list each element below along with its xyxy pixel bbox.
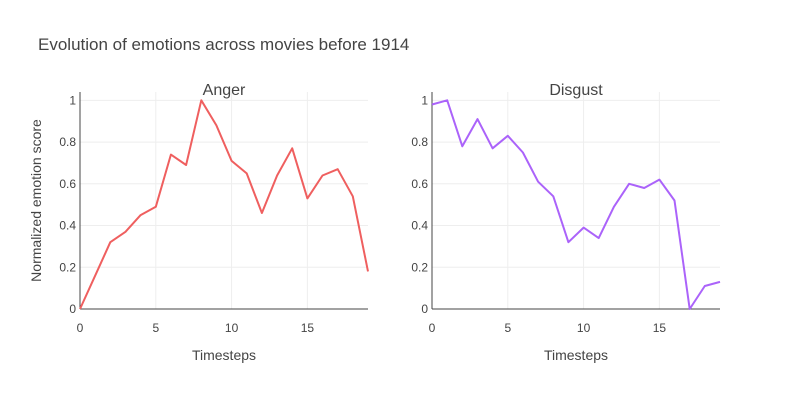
data-point bbox=[628, 183, 630, 185]
data-point bbox=[476, 118, 478, 120]
data-point bbox=[231, 160, 233, 162]
data-point bbox=[79, 308, 81, 310]
data-point bbox=[155, 206, 157, 208]
x-axis-title: Timesteps bbox=[192, 347, 256, 363]
data-point bbox=[367, 270, 369, 272]
data-point bbox=[170, 154, 172, 156]
data-point bbox=[674, 200, 676, 202]
data-point bbox=[261, 212, 263, 214]
data-point bbox=[689, 308, 691, 310]
data-point bbox=[492, 147, 494, 149]
x-tick-label: 15 bbox=[653, 321, 667, 335]
data-point bbox=[431, 104, 433, 106]
y-tick-label: 0.8 bbox=[59, 135, 76, 149]
series-line-anger bbox=[79, 99, 369, 310]
data-point bbox=[583, 227, 585, 229]
data-point bbox=[322, 174, 324, 176]
x-tick-label: 5 bbox=[504, 321, 511, 335]
y-tick-label: 1 bbox=[69, 93, 76, 107]
data-point bbox=[567, 241, 569, 243]
subplot-1: 00.20.40.60.810 5 10 15AngerTimestepsNormal… bbox=[28, 82, 369, 363]
series-line-disgust bbox=[431, 99, 721, 310]
data-point bbox=[291, 147, 293, 149]
data-point bbox=[352, 195, 354, 197]
y-tick-label: 0 bbox=[69, 302, 76, 316]
data-point bbox=[522, 152, 524, 154]
data-point bbox=[643, 187, 645, 189]
data-point bbox=[461, 145, 463, 147]
y-tick-label: 0.4 bbox=[59, 219, 76, 233]
data-point bbox=[276, 174, 278, 176]
data-point bbox=[246, 172, 248, 174]
data-point bbox=[337, 168, 339, 170]
x-tick-label: 0 bbox=[77, 321, 84, 335]
data-point bbox=[306, 197, 308, 199]
data-point bbox=[215, 124, 217, 126]
data-point bbox=[124, 231, 126, 233]
y-tick-label: 0.8 bbox=[411, 135, 428, 149]
data-point bbox=[185, 164, 187, 166]
subplot-title: Anger bbox=[203, 82, 246, 99]
data-point bbox=[552, 195, 554, 197]
data-point bbox=[598, 237, 600, 239]
y-tick-label: 0.4 bbox=[411, 219, 428, 233]
x-tick-label: 10 bbox=[225, 321, 239, 335]
x-tick-label: 10 bbox=[577, 321, 591, 335]
x-tick-label: 0 bbox=[429, 321, 436, 335]
x-axis-title: Timesteps bbox=[544, 347, 608, 363]
y-tick-label: 0.2 bbox=[59, 260, 76, 274]
y-axis-title: Normalized emotion score bbox=[28, 119, 44, 282]
data-point bbox=[94, 275, 96, 277]
data-point bbox=[658, 179, 660, 181]
subplot-title: Disgust bbox=[549, 82, 603, 99]
y-tick-label: 0.6 bbox=[411, 177, 428, 191]
y-tick-label: 0.2 bbox=[411, 260, 428, 274]
y-tick-label: 0.6 bbox=[59, 177, 76, 191]
subplot-panels: 00.20.40.60.810 5 10 15AngerTimestepsNormal… bbox=[28, 82, 721, 363]
data-point bbox=[537, 181, 539, 183]
data-point bbox=[140, 214, 142, 216]
y-tick-label: 0 bbox=[421, 302, 428, 316]
chart-title: Evolution of emotions across movies befo… bbox=[38, 35, 409, 54]
y-tick-label: 1 bbox=[421, 93, 428, 107]
data-point bbox=[613, 206, 615, 208]
data-point bbox=[704, 285, 706, 287]
x-tick-label: 15 bbox=[301, 321, 315, 335]
data-point bbox=[446, 99, 448, 101]
data-point bbox=[507, 135, 509, 137]
data-point bbox=[200, 99, 202, 101]
data-point bbox=[109, 241, 111, 243]
x-tick-label: 5 bbox=[152, 321, 159, 335]
data-point bbox=[719, 281, 721, 283]
